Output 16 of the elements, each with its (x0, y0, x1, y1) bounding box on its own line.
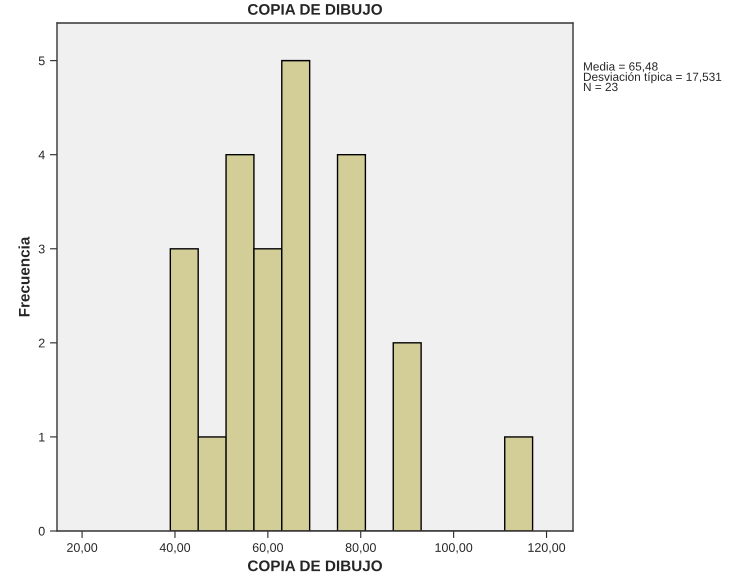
y-tick-label: 0 (38, 526, 45, 536)
x-tick-label: 40,00 (160, 543, 190, 554)
y-tick-label: 4 (38, 150, 45, 160)
text: Media = 65,48 Desviación típica = 17,531 N = 23 (584, 62, 722, 92)
x-tick-label: 120,00 (528, 543, 566, 554)
x-tick-label: 20,00 (67, 543, 98, 554)
y-tick-label: 5 (38, 56, 45, 66)
x-tick-label: 60,00 (252, 543, 284, 554)
x-tick-label: 100,00 (435, 543, 472, 554)
y-tick-label: 2 (38, 338, 45, 348)
chart-title: COPIA DE DIBUJO (248, 4, 382, 15)
y-axis-title: Frecuencia (18, 236, 30, 316)
x-axis-title: COPIA DE DIBUJO (248, 560, 382, 572)
x-tick-label: 80,00 (346, 543, 376, 554)
y-tick-label: 1 (39, 432, 45, 442)
y-tick-label: 3 (38, 244, 45, 254)
